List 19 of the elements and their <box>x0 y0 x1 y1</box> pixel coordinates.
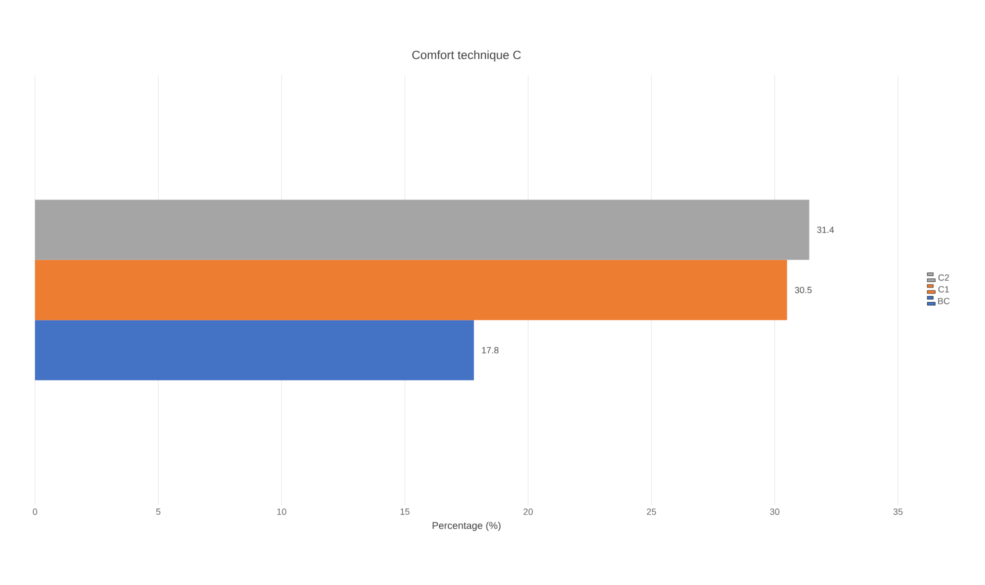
x-tick-label: 10 <box>277 508 286 515</box>
legend-label: C1 <box>938 286 949 292</box>
bar <box>35 200 810 260</box>
chart-title: Comfort technique C <box>412 50 521 62</box>
data-label: 17.8 <box>482 347 498 354</box>
legend-label: C2 <box>938 274 949 281</box>
x-tick-label: 30 <box>770 508 780 515</box>
data-label: 31.4 <box>817 226 834 233</box>
legend-label: BC <box>938 298 950 304</box>
x-tick-label: 5 <box>156 508 160 515</box>
x-tick-label: 35 <box>893 508 903 515</box>
x-tick-label: 0 <box>32 508 38 515</box>
x-axis-title: Percentage (%) <box>432 522 500 531</box>
data-label: 30.5 <box>794 286 812 294</box>
bar <box>35 320 474 380</box>
x-tick-label: 25 <box>646 508 656 515</box>
bar <box>35 260 788 320</box>
x-tick-label: 15 <box>400 508 410 515</box>
x-tick-label: 20 <box>524 508 533 515</box>
